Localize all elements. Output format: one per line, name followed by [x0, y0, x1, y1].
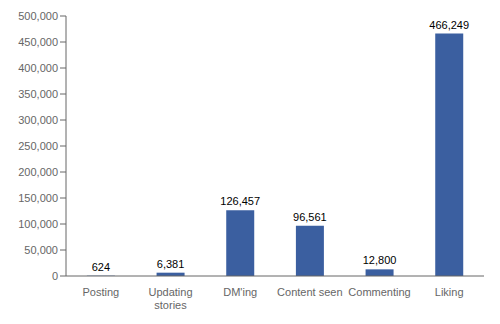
svg-text:150,000: 150,000: [18, 192, 58, 204]
svg-text:Posting: Posting: [82, 286, 119, 298]
svg-text:350,000: 350,000: [18, 88, 58, 100]
svg-text:624: 624: [92, 261, 110, 273]
svg-text:200,000: 200,000: [18, 166, 58, 178]
svg-text:96,561: 96,561: [293, 211, 327, 223]
svg-text:12,800: 12,800: [363, 254, 397, 266]
svg-text:100,000: 100,000: [18, 218, 58, 230]
svg-text:Commenting: Commenting: [348, 286, 410, 298]
svg-text:126,457: 126,457: [220, 195, 260, 207]
svg-text:0: 0: [52, 270, 58, 282]
svg-text:50,000: 50,000: [24, 244, 58, 256]
svg-text:DM'ing: DM'ing: [223, 286, 257, 298]
svg-text:6,381: 6,381: [157, 258, 185, 270]
svg-text:300,000: 300,000: [18, 114, 58, 126]
svg-text:466,249: 466,249: [429, 19, 469, 31]
svg-text:Content seen: Content seen: [277, 286, 342, 298]
svg-text:500,000: 500,000: [18, 10, 58, 22]
svg-text:450,000: 450,000: [18, 36, 58, 48]
svg-text:Updatingstories: Updatingstories: [148, 286, 192, 311]
svg-text:Liking: Liking: [435, 286, 464, 298]
svg-text:400,000: 400,000: [18, 62, 58, 74]
svg-text:250,000: 250,000: [18, 140, 58, 152]
